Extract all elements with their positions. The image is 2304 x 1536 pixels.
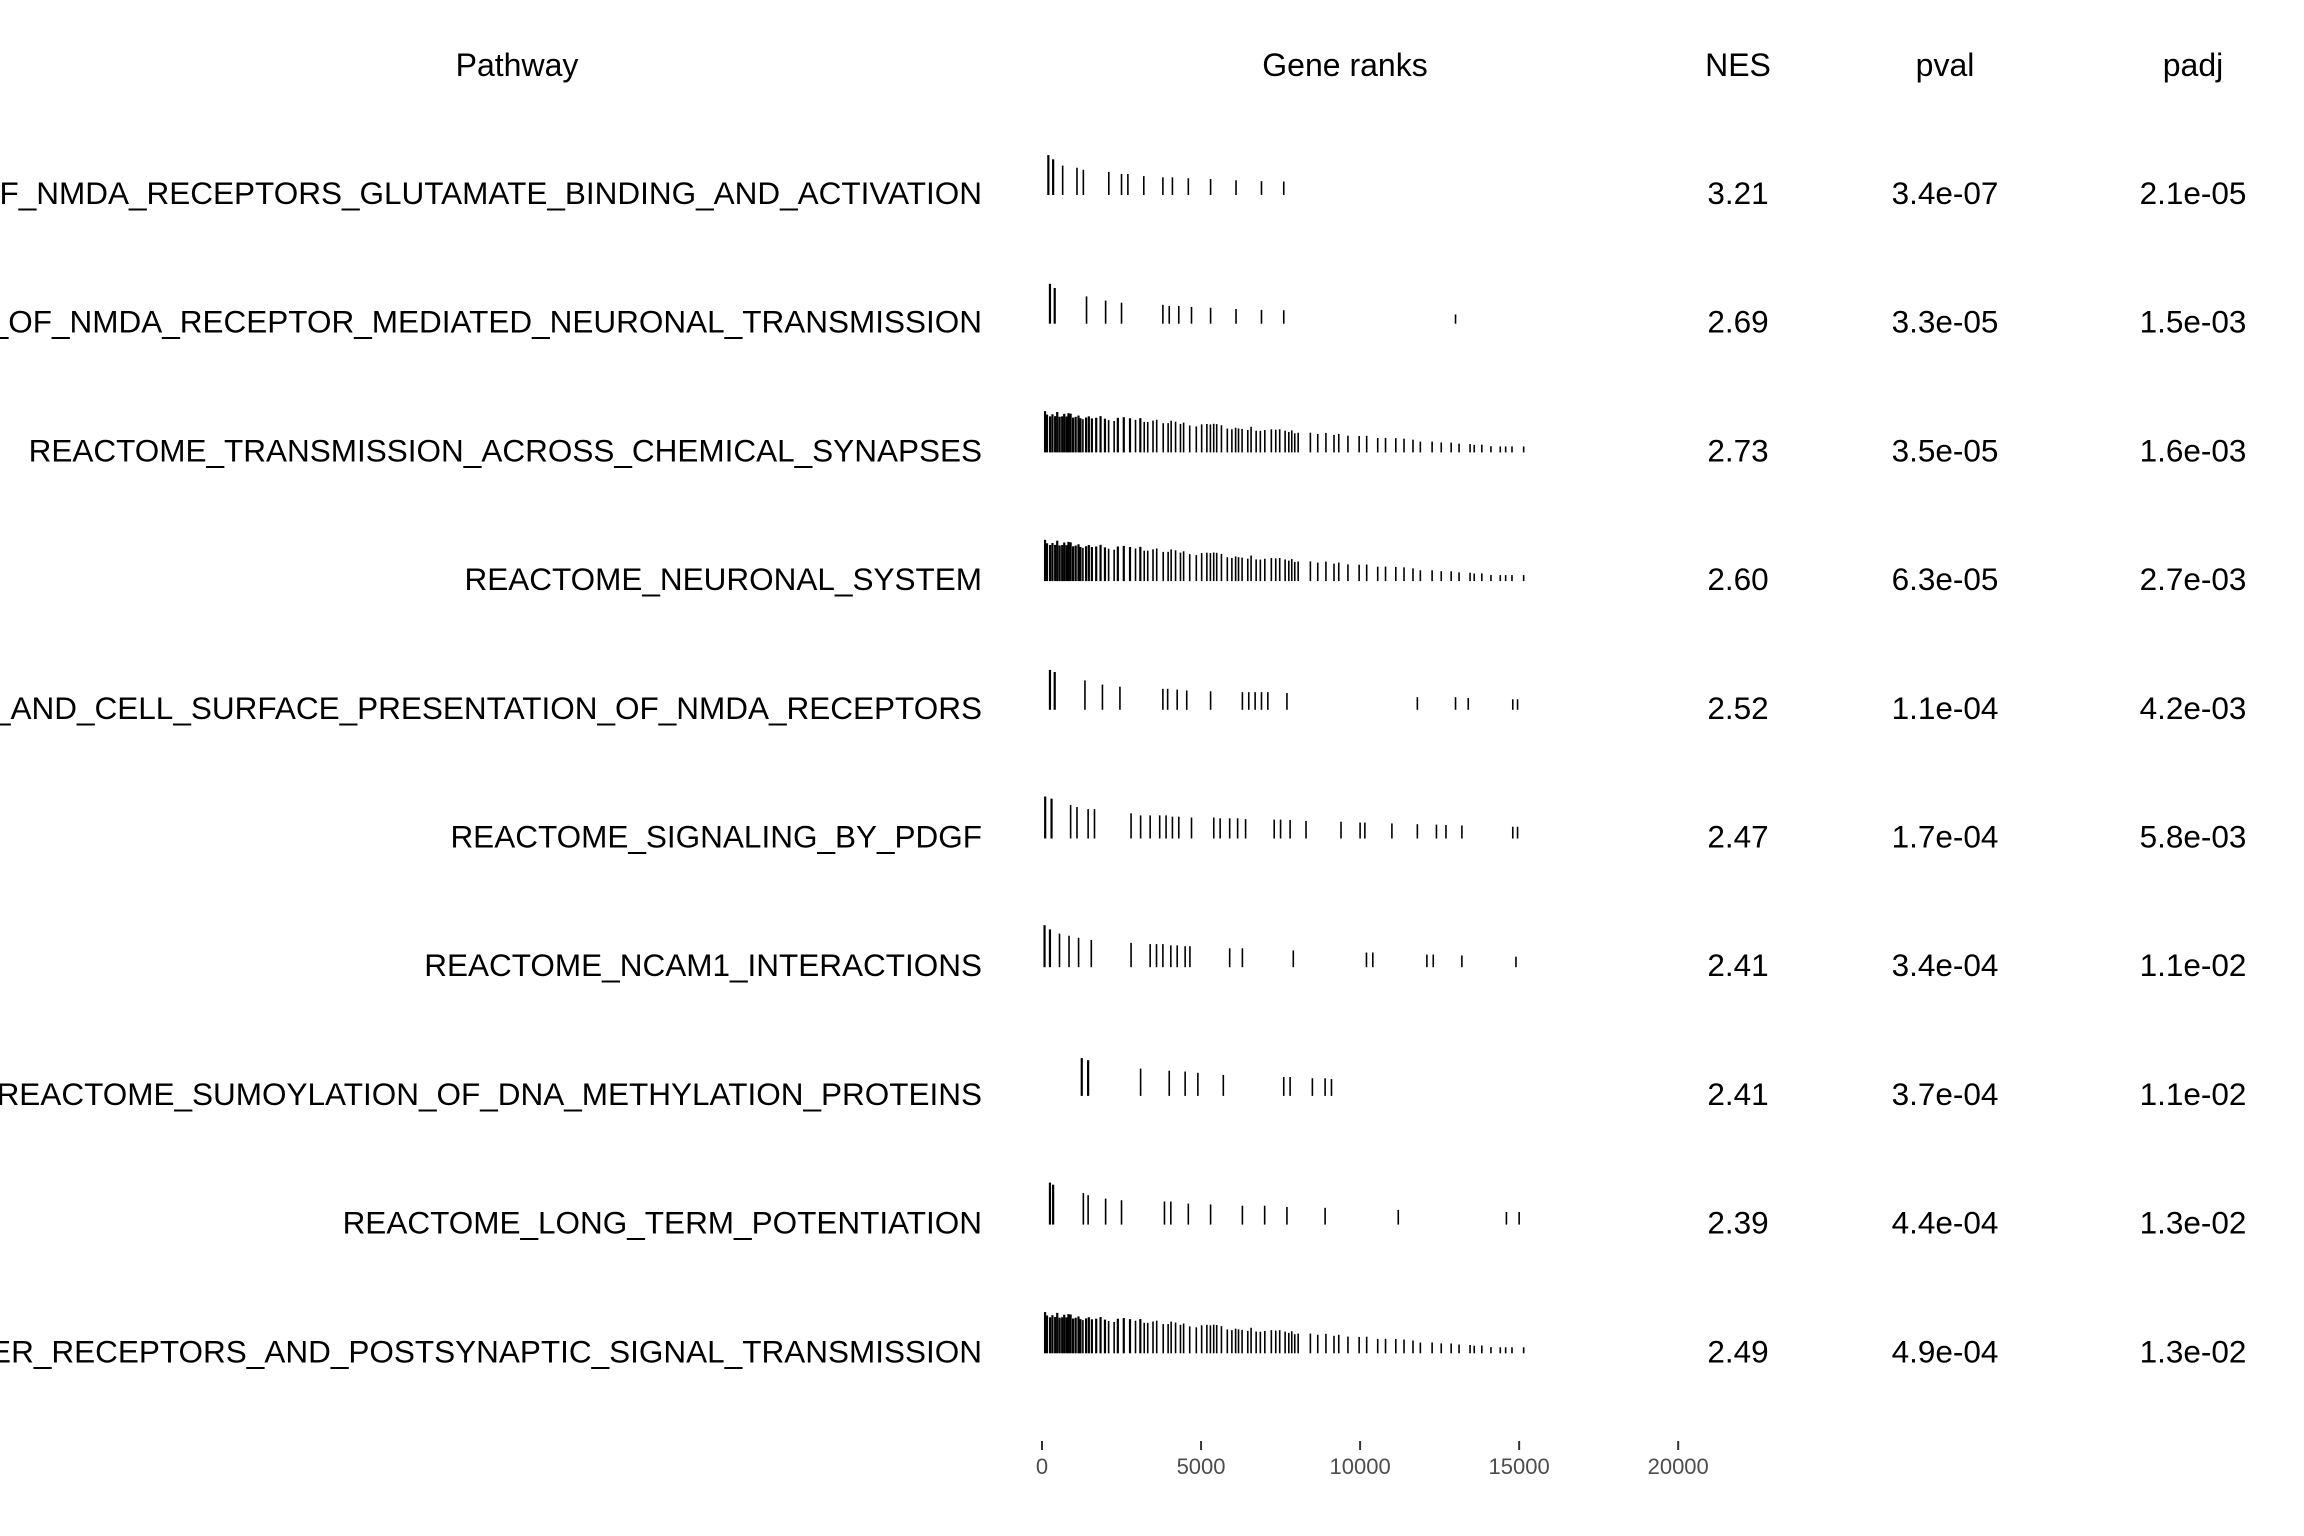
nes-value: 2.39 <box>1707 1205 1768 1241</box>
table-row: REACTOME_LONG_TERM_POTENTIATION 2.39 4.4e-… <box>343 1182 2247 1241</box>
pval-value: 6.3e-05 <box>1892 561 1999 597</box>
padj-value: 1.1e-02 <box>2140 947 2247 983</box>
padj-value: 1.3e-02 <box>2140 1205 2247 1241</box>
padj-value: 2.7e-03 <box>2140 561 2247 597</box>
pval-value: 3.4e-04 <box>1892 947 1999 983</box>
nes-value: 2.52 <box>1707 690 1768 726</box>
padj-value: 1.1e-02 <box>2140 1076 2247 1112</box>
pval-value: 4.4e-04 <box>1892 1205 1999 1241</box>
pval-value: 4.9e-04 <box>1892 1333 1999 1369</box>
axis-tick-label: 0 <box>1036 1454 1048 1479</box>
axis-tick-label: 20000 <box>1648 1454 1709 1479</box>
pval-value: 1.7e-04 <box>1892 819 1999 855</box>
pval-value: 3.4e-07 <box>1892 175 1999 211</box>
nes-value: 2.49 <box>1707 1333 1768 1369</box>
nes-value: 3.21 <box>1707 175 1768 211</box>
pathway-label: REACTOME_NEUROTRANSMITTER_RECEPTORS_AND_… <box>0 1333 982 1369</box>
table-row: REACTOME_ASSEMBLY_AND_CELL_SURFACE_PRESE… <box>0 283 2247 340</box>
pval-value: 3.7e-04 <box>1892 1076 1999 1112</box>
nes-value: 2.41 <box>1707 1076 1768 1112</box>
gene-rank-axis: 0 5000 10000 15000 20000 <box>1036 1441 1709 1479</box>
padj-value: 4.2e-03 <box>2140 690 2247 726</box>
nes-value: 2.41 <box>1707 947 1768 983</box>
header-gene-ranks: Gene ranks <box>1262 47 1427 83</box>
header-padj: padj <box>2163 47 2224 83</box>
pval-value: 3.3e-05 <box>1892 304 1999 340</box>
table-row: REACTOME_TRANSMISSION_ACROSS_CHEMICAL_SY… <box>29 411 2247 468</box>
pathway-rows: REACTOME_ACTIVATION_OF_NMDA_RECEPTORS_GL… <box>0 155 2246 1369</box>
table-row: REACTOME_SIGNALING_BY_PDGF 2.47 1.7e-04 5.8… <box>450 796 2247 855</box>
pathway-label: REACTOME_ASSEMBLY_AND_CELL_SURFACE_PRESE… <box>0 304 982 340</box>
pathway-label: REACTOME_SUMOYLATION_OF_DNA_METHYLATION_… <box>0 1076 982 1112</box>
header-pval: pval <box>1916 47 1975 83</box>
pathway-label: REACTOME_ASSEMBLY_AND_CELL_SURFACE_PRESE… <box>0 690 982 726</box>
pathway-label: REACTOME_ACTIVATION_OF_NMDA_RECEPTORS_GL… <box>0 175 982 211</box>
pathway-label: REACTOME_NCAM1_INTERACTIONS <box>424 947 982 983</box>
padj-value: 1.5e-03 <box>2140 304 2247 340</box>
axis-tick-label: 10000 <box>1330 1454 1391 1479</box>
pathway-label: REACTOME_TRANSMISSION_ACROSS_CHEMICAL_SY… <box>29 432 982 468</box>
table-row: REACTOME_SUMOYLATION_OF_DNA_METHYLATION_… <box>0 1058 2246 1112</box>
nes-value: 2.69 <box>1707 304 1768 340</box>
nes-value: 2.60 <box>1707 561 1768 597</box>
nes-value: 2.47 <box>1707 819 1768 855</box>
pathway-label: REACTOME_SIGNALING_BY_PDGF <box>450 819 982 855</box>
axis-tick-label: 5000 <box>1177 1454 1226 1479</box>
header-nes: NES <box>1705 47 1771 83</box>
pathway-label: REACTOME_LONG_TERM_POTENTIATION <box>343 1205 982 1241</box>
table-row: REACTOME_ACTIVATION_OF_NMDA_RECEPTORS_GL… <box>0 155 2246 211</box>
padj-value: 1.6e-03 <box>2140 432 2247 468</box>
padj-value: 1.3e-02 <box>2140 1333 2247 1369</box>
padj-value: 2.1e-05 <box>2140 175 2247 211</box>
table-row: REACTOME_NEURONAL_SYSTEM 2.60 6.3e-05 2.7e-… <box>464 539 2247 597</box>
axis-tick-label: 15000 <box>1489 1454 1550 1479</box>
pval-value: 3.5e-05 <box>1892 432 1999 468</box>
table-row: REACTOME_NCAM1_INTERACTIONS 2.41 3.4e-04 1.… <box>424 925 2246 983</box>
table-row: REACTOME_NEUROTRANSMITTER_RECEPTORS_AND_… <box>0 1312 2246 1369</box>
pval-value: 1.1e-04 <box>1892 690 1999 726</box>
table-row: REACTOME_ASSEMBLY_AND_CELL_SURFACE_PRESE… <box>0 669 2247 726</box>
padj-value: 5.8e-03 <box>2140 819 2247 855</box>
header-pathway: Pathway <box>456 47 579 83</box>
nes-value: 2.73 <box>1707 432 1768 468</box>
pathway-label: REACTOME_NEURONAL_SYSTEM <box>464 561 982 597</box>
